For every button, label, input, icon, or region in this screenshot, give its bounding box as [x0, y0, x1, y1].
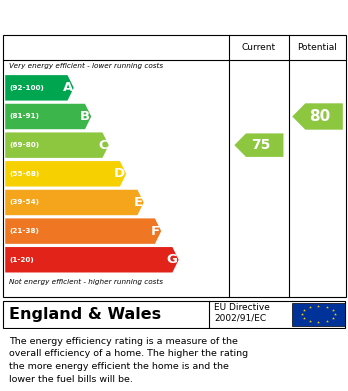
Text: (1-20): (1-20) [9, 257, 34, 263]
Polygon shape [5, 104, 91, 129]
Polygon shape [5, 161, 126, 187]
Text: 80: 80 [309, 109, 330, 124]
Polygon shape [234, 133, 284, 157]
Text: F: F [151, 224, 160, 238]
Text: Energy Efficiency Rating: Energy Efficiency Rating [9, 8, 249, 26]
Text: B: B [80, 110, 90, 123]
Bar [292, 303, 345, 326]
Text: G: G [167, 253, 177, 266]
Text: (21-38): (21-38) [9, 228, 39, 234]
Text: D: D [114, 167, 125, 180]
Polygon shape [292, 103, 343, 130]
Text: (69-80): (69-80) [9, 142, 40, 148]
Text: Current: Current [242, 43, 276, 52]
Text: England & Wales: England & Wales [9, 307, 161, 322]
Text: C: C [98, 139, 108, 152]
Text: (92-100): (92-100) [9, 85, 44, 91]
Text: Potential: Potential [298, 43, 338, 52]
Polygon shape [5, 133, 109, 158]
Text: (81-91): (81-91) [9, 113, 39, 120]
Text: 75: 75 [251, 138, 270, 152]
Text: (55-68): (55-68) [9, 171, 40, 177]
Text: EU Directive
2002/91/EC: EU Directive 2002/91/EC [214, 303, 270, 323]
Text: E: E [134, 196, 143, 209]
Polygon shape [5, 190, 144, 215]
Polygon shape [5, 247, 179, 273]
Text: A: A [63, 81, 73, 94]
Text: Very energy efficient - lower running costs: Very energy efficient - lower running co… [9, 63, 163, 68]
Text: Not energy efficient - higher running costs: Not energy efficient - higher running co… [9, 279, 163, 285]
Text: (39-54): (39-54) [9, 199, 39, 205]
Polygon shape [5, 75, 74, 100]
Polygon shape [5, 219, 161, 244]
Text: The energy efficiency rating is a measure of the
overall efficiency of a home. T: The energy efficiency rating is a measur… [9, 337, 248, 384]
